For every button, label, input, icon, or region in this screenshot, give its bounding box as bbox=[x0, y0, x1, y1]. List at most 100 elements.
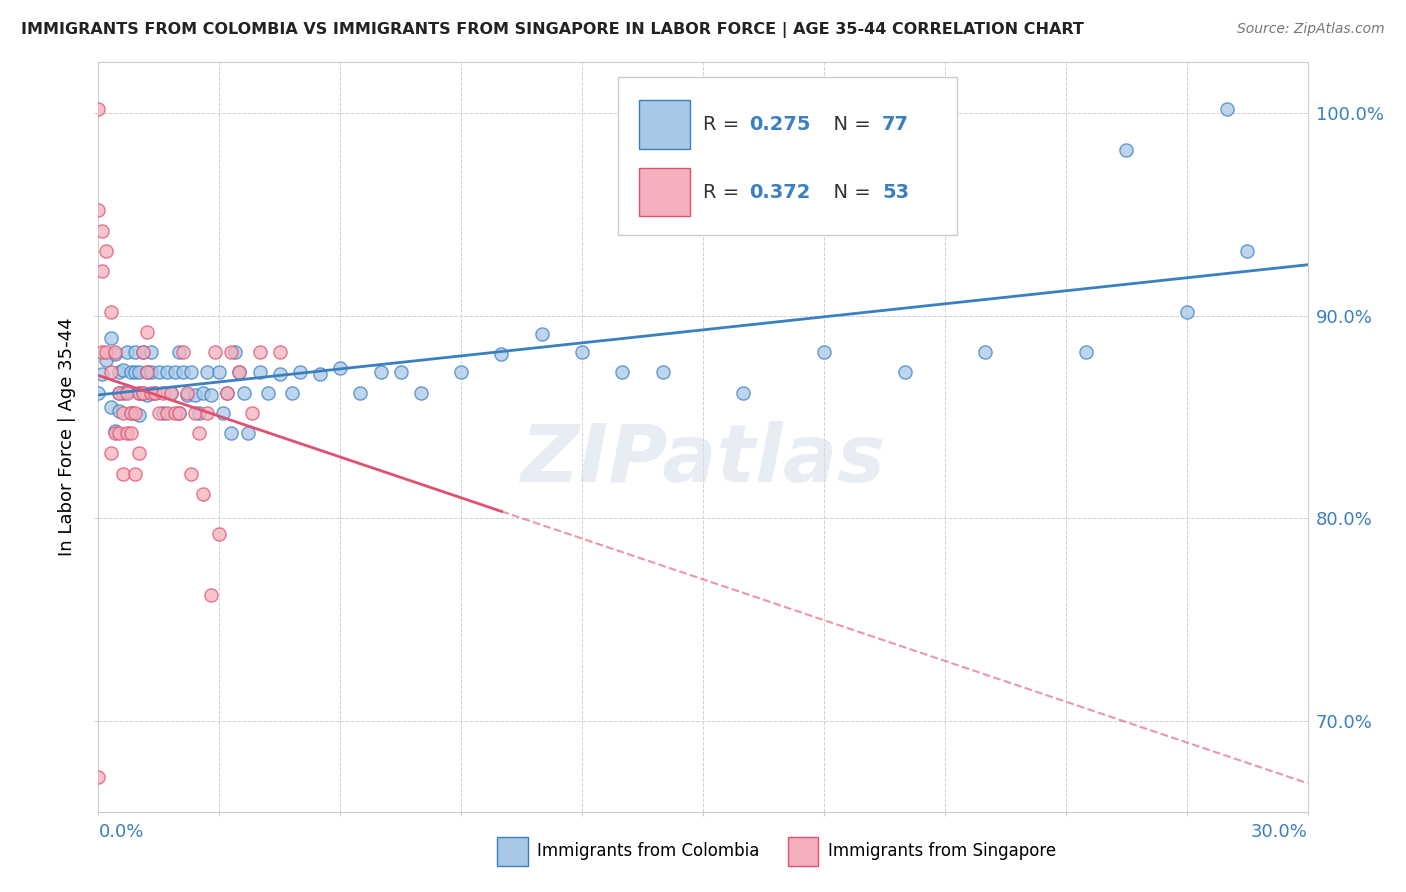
Point bbox=[100, 331, 122, 345]
Point bbox=[156, 365, 179, 379]
Point bbox=[195, 365, 218, 379]
Point bbox=[491, 347, 513, 361]
Point bbox=[128, 385, 150, 400]
Point bbox=[733, 385, 755, 400]
Point bbox=[96, 353, 118, 368]
Point bbox=[180, 467, 202, 481]
Point bbox=[204, 345, 226, 359]
Text: 53: 53 bbox=[882, 183, 910, 202]
Point bbox=[135, 325, 157, 339]
Point bbox=[409, 385, 432, 400]
FancyBboxPatch shape bbox=[619, 78, 957, 235]
Point bbox=[143, 385, 166, 400]
Point bbox=[813, 345, 835, 359]
Point bbox=[100, 304, 122, 318]
Point bbox=[180, 365, 202, 379]
Point bbox=[193, 487, 215, 501]
Point bbox=[87, 385, 110, 400]
Point bbox=[156, 406, 179, 420]
Point bbox=[208, 527, 231, 541]
Point bbox=[128, 446, 150, 460]
Point bbox=[1175, 304, 1198, 318]
Point bbox=[124, 467, 146, 481]
Point bbox=[224, 345, 246, 359]
Point bbox=[217, 385, 239, 400]
Point bbox=[107, 385, 129, 400]
Text: Immigrants from Singapore: Immigrants from Singapore bbox=[828, 842, 1056, 861]
Point bbox=[100, 365, 122, 379]
Point bbox=[91, 368, 114, 382]
Point bbox=[188, 425, 211, 440]
Text: R =: R = bbox=[703, 183, 745, 202]
Point bbox=[163, 365, 186, 379]
Point bbox=[200, 387, 222, 401]
Point bbox=[103, 347, 125, 361]
Point bbox=[228, 365, 250, 379]
Point bbox=[288, 365, 311, 379]
Point bbox=[111, 385, 134, 400]
Text: 0.0%: 0.0% bbox=[98, 822, 143, 841]
Point bbox=[143, 385, 166, 400]
Point bbox=[370, 365, 392, 379]
Point bbox=[128, 365, 150, 379]
Point bbox=[184, 406, 207, 420]
Point bbox=[269, 368, 291, 382]
Text: R =: R = bbox=[703, 115, 745, 134]
Point bbox=[152, 406, 174, 420]
Point bbox=[111, 467, 134, 481]
Point bbox=[195, 406, 218, 420]
Point bbox=[217, 385, 239, 400]
Point bbox=[107, 425, 129, 440]
Point bbox=[91, 264, 114, 278]
Point bbox=[139, 365, 162, 379]
Point bbox=[329, 361, 352, 376]
Point bbox=[107, 385, 129, 400]
Point bbox=[193, 385, 215, 400]
Text: Source: ZipAtlas.com: Source: ZipAtlas.com bbox=[1237, 22, 1385, 37]
Point bbox=[172, 345, 194, 359]
Point bbox=[96, 244, 118, 258]
FancyBboxPatch shape bbox=[498, 838, 527, 865]
Point bbox=[160, 385, 183, 400]
Point bbox=[1216, 102, 1239, 116]
Point bbox=[450, 365, 472, 379]
Point bbox=[107, 403, 129, 417]
Point bbox=[228, 365, 250, 379]
Point bbox=[389, 365, 412, 379]
Point bbox=[135, 365, 157, 379]
Point bbox=[184, 387, 207, 401]
Point bbox=[120, 406, 142, 420]
Point bbox=[128, 385, 150, 400]
Point bbox=[124, 406, 146, 420]
Point bbox=[160, 385, 183, 400]
Point bbox=[107, 365, 129, 379]
Text: 0.372: 0.372 bbox=[749, 183, 810, 202]
Point bbox=[87, 770, 110, 784]
Point bbox=[221, 345, 243, 359]
Point bbox=[132, 385, 155, 400]
Point bbox=[132, 345, 155, 359]
Point bbox=[132, 385, 155, 400]
Point bbox=[87, 203, 110, 218]
Point bbox=[91, 345, 114, 359]
Point bbox=[167, 345, 190, 359]
Point bbox=[163, 406, 186, 420]
Point bbox=[167, 406, 190, 420]
Point bbox=[115, 384, 138, 398]
Point bbox=[188, 406, 211, 420]
Text: IMMIGRANTS FROM COLOMBIA VS IMMIGRANTS FROM SINGAPORE IN LABOR FORCE | AGE 35-44: IMMIGRANTS FROM COLOMBIA VS IMMIGRANTS F… bbox=[21, 22, 1084, 38]
Point bbox=[100, 446, 122, 460]
Point bbox=[208, 365, 231, 379]
Point bbox=[100, 400, 122, 414]
Point bbox=[249, 345, 271, 359]
Point bbox=[221, 425, 243, 440]
Point bbox=[1074, 345, 1097, 359]
Point bbox=[200, 588, 222, 602]
Point bbox=[87, 102, 110, 116]
Point bbox=[115, 345, 138, 359]
Point bbox=[212, 406, 235, 420]
Point bbox=[349, 385, 371, 400]
Point bbox=[269, 345, 291, 359]
Point bbox=[124, 365, 146, 379]
Point bbox=[103, 345, 125, 359]
